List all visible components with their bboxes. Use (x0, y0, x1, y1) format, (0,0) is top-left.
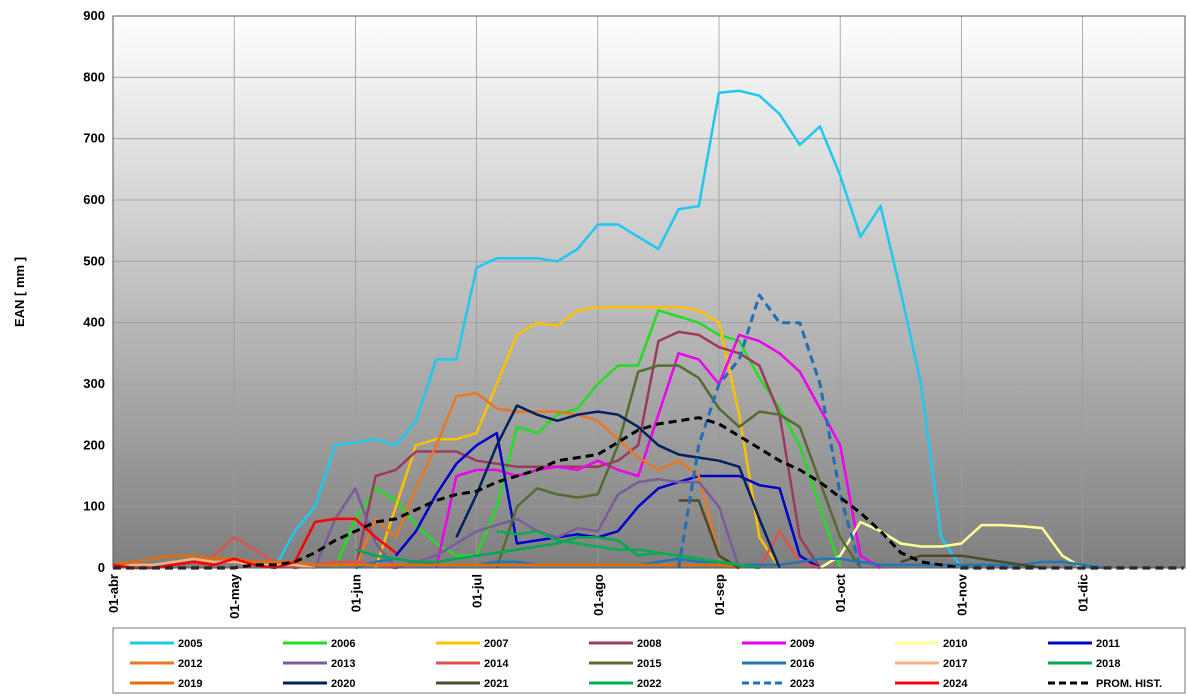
x-tick-label: 01-dic (1076, 574, 1091, 612)
legend-label: 2009 (790, 638, 814, 650)
series-line (495, 364, 862, 569)
series-line (374, 306, 781, 569)
x-tick-label: 01-nov (954, 573, 969, 616)
series-line (819, 520, 1084, 570)
series-line (313, 477, 741, 570)
legend-label: 2014 (484, 658, 509, 670)
x-tick-label: 01-jun (348, 574, 363, 612)
x-tick-label: 01-ago (591, 574, 606, 616)
y-tick-label: 0 (98, 560, 105, 575)
x-tick-label: 01-may (227, 573, 242, 619)
x-tick-label: 01-oct (833, 573, 848, 612)
legend-label: 2024 (943, 678, 968, 690)
series-line (496, 529, 760, 570)
legend-label: 2005 (178, 638, 202, 650)
series-line (354, 391, 740, 570)
legend-label: 2019 (178, 678, 202, 690)
legend-label: 2010 (943, 638, 967, 650)
legend-label: 2008 (637, 638, 661, 650)
y-tick-label: 600 (83, 192, 105, 207)
plot-border (112, 15, 1186, 569)
series-line (273, 89, 963, 569)
legend-label: 2011 (1096, 638, 1120, 650)
legend-label: 2017 (943, 658, 967, 670)
y-tick-label: 200 (83, 437, 105, 452)
legend-label: 2018 (1096, 658, 1120, 670)
legend-label: 2015 (637, 658, 661, 670)
y-tick-label: 500 (83, 253, 105, 268)
y-tick-label: 900 (83, 8, 105, 23)
series-line (334, 309, 842, 569)
x-tick-label: 01-jul (470, 574, 485, 608)
y-axis-label: EAN [ mm ] (12, 257, 27, 327)
legend-label: 2012 (178, 658, 202, 670)
legend-label: 2021 (484, 678, 508, 690)
legend-label: 2007 (484, 638, 508, 650)
series-line (112, 517, 397, 570)
legend-label: 2016 (790, 658, 814, 670)
legend-label: PROM. HIST. (1096, 678, 1162, 690)
series-line (112, 554, 740, 570)
x-tick-label: 01-sep (712, 574, 727, 615)
y-tick-label: 300 (83, 376, 105, 391)
y-tick-label: 100 (83, 499, 105, 514)
legend-label: 2020 (331, 678, 355, 690)
legend-label: 2023 (790, 678, 814, 690)
legend-label: 2022 (637, 678, 661, 690)
y-tick-label: 700 (83, 131, 105, 146)
legend-label: 2013 (331, 658, 355, 670)
y-tick-label: 800 (83, 69, 105, 84)
y-tick-label: 400 (83, 315, 105, 330)
legend-label: 2006 (331, 638, 355, 650)
series-line (677, 293, 862, 569)
series-line (394, 431, 821, 570)
series-line (434, 333, 882, 570)
x-tick-label: 01-abr (106, 574, 121, 613)
plot-area (113, 16, 1185, 568)
series-line (455, 404, 781, 569)
